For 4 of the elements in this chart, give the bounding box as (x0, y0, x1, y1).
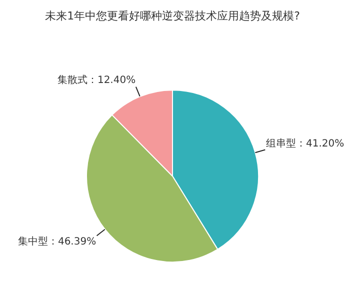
slice-label: 组串型：41.20% (266, 138, 344, 150)
chart-title: 未来1年中您更看好哪种逆变器技术应用趋势及规模? (45, 10, 300, 22)
slice-label: 集中型：46.39% (18, 235, 96, 248)
slice-label: 集散式：12.40% (57, 74, 136, 86)
